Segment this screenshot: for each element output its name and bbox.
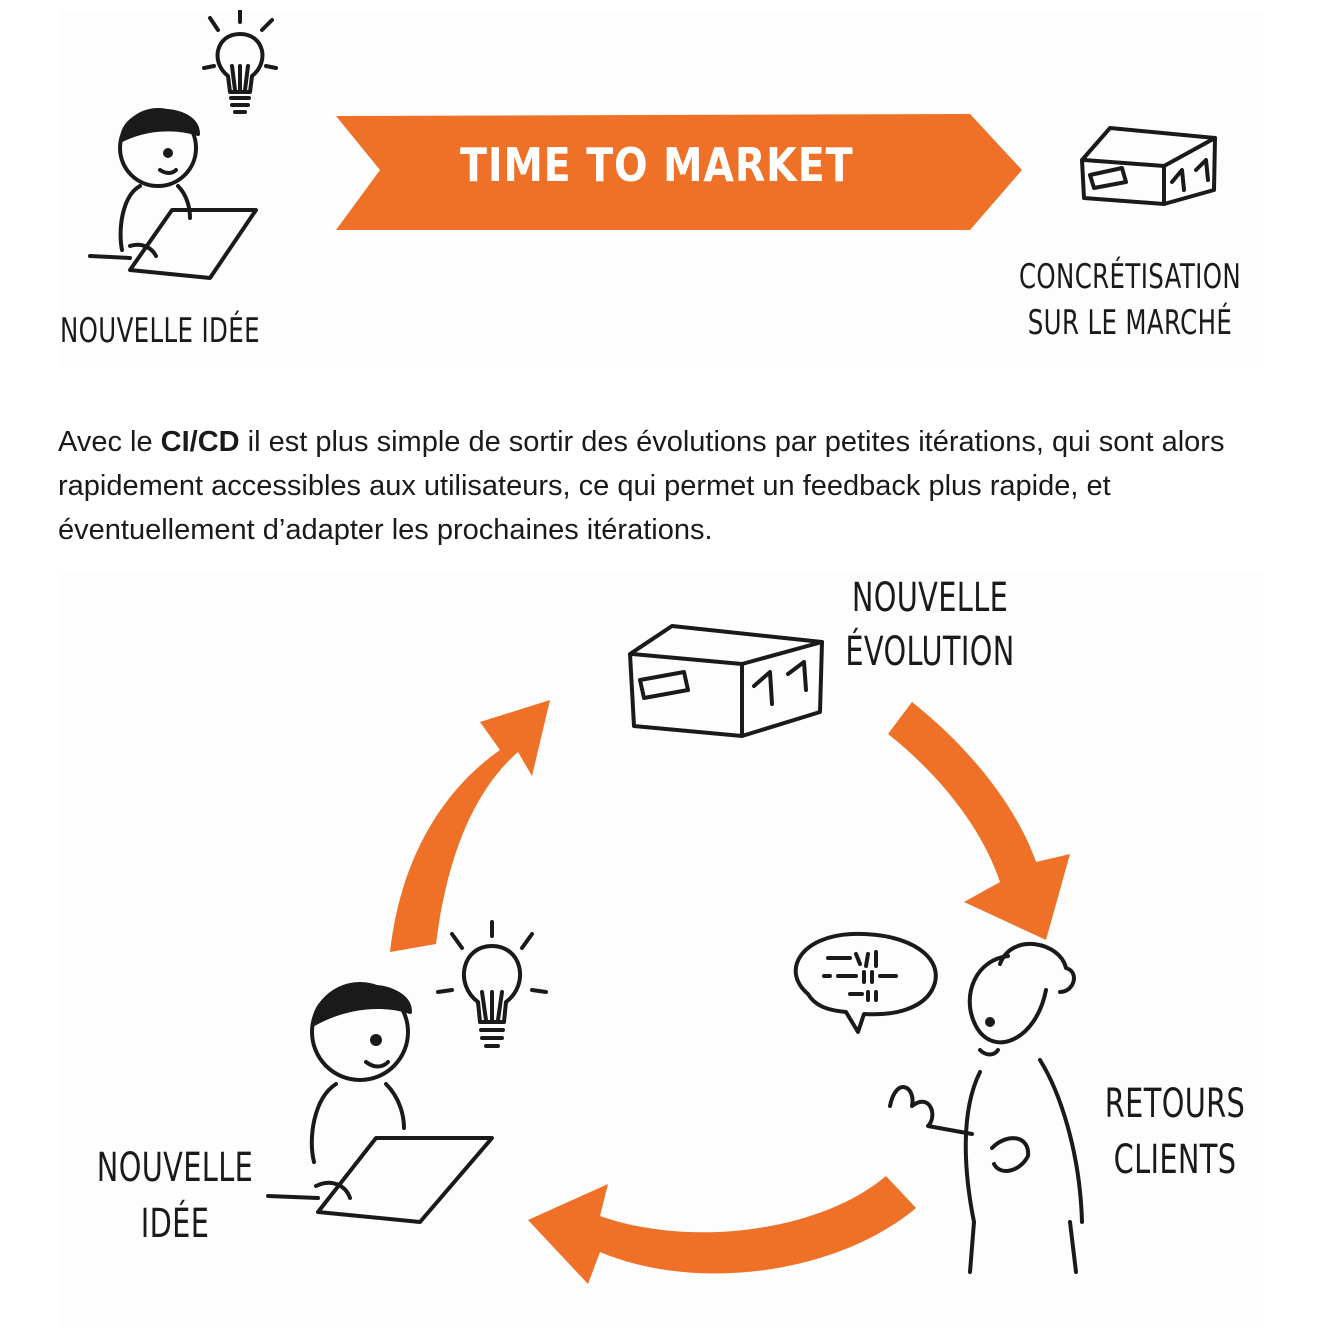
label-new-evolution-line1: Nouvelle <box>851 575 1009 621</box>
iteration-cycle-diagram: Nouvelle Évolution Retours clients Nouve… <box>60 572 1265 1327</box>
arrow-idea-to-evolution <box>390 700 550 952</box>
paragraph-bold-term: CI/CD <box>160 426 240 458</box>
arrow-feedback-to-idea <box>528 1176 916 1284</box>
arrow-evolution-to-feedback <box>888 702 1070 940</box>
time-to-market-arrow <box>336 114 1022 230</box>
developer-icon <box>266 982 494 1224</box>
label-customer-feedback-line2: clients <box>1113 1137 1237 1183</box>
customer-icon <box>793 931 1084 1274</box>
label-new-idea-line1: Nouvelle <box>96 1145 254 1191</box>
package-icon <box>628 624 824 738</box>
label-market-line1: Concrétisation <box>1018 257 1242 297</box>
lightbulb-icon <box>436 920 548 1048</box>
time-to-market-illustration: TIME TO MARKET Nouvelle idée Concrétisat… <box>60 10 1265 368</box>
paragraph-intro: Avec le <box>58 426 161 458</box>
label-new-evolution-line2: Évolution <box>845 629 1015 675</box>
label-new-idea-line2: idée <box>140 1201 210 1247</box>
developer-icon <box>88 108 258 280</box>
label-new-idea: Nouvelle idée <box>60 311 260 351</box>
label-market-line2: sur le marché <box>1027 303 1233 343</box>
banner-title: TIME TO MARKET <box>460 138 854 192</box>
package-icon <box>1080 126 1217 206</box>
lightbulb-icon <box>202 10 278 114</box>
label-customer-feedback-line1: Retours <box>1104 1081 1246 1127</box>
ci-cd-explanation: Avec le CI/CD il est plus simple de sort… <box>58 420 1258 552</box>
paragraph-body: il est plus simple de sortir des évoluti… <box>58 426 1225 546</box>
